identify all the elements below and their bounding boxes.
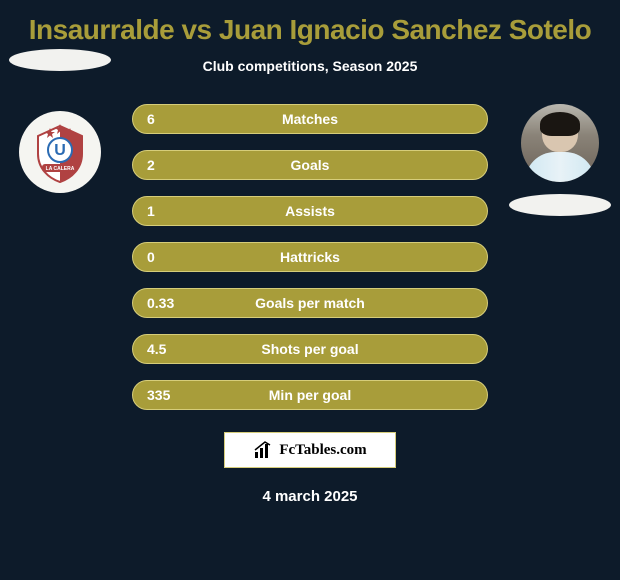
- comparison-date: 4 march 2025: [0, 488, 620, 505]
- player-right-name-ellipse: [509, 194, 611, 216]
- stat-row: 2 Goals: [132, 150, 488, 180]
- page-title: Insaurralde vs Juan Ignacio Sanchez Sote…: [0, 0, 620, 50]
- brand-chart-icon: [253, 440, 273, 460]
- stat-left-value: 1: [147, 203, 197, 219]
- player-right-avatar: [521, 104, 599, 182]
- stat-left-value: 0.33: [147, 295, 197, 311]
- stat-label: Min per goal: [197, 387, 423, 403]
- player-left-name-ellipse: [9, 49, 111, 71]
- player-left-column: U LA CALERA: [0, 104, 120, 193]
- player-right-column: [500, 104, 620, 216]
- stat-row: 335 Min per goal: [132, 380, 488, 410]
- stat-left-value: 6: [147, 111, 197, 127]
- stat-left-value: 4.5: [147, 341, 197, 357]
- club-badge-icon: U LA CALERA: [28, 120, 92, 184]
- stat-label: Hattricks: [197, 249, 423, 265]
- stats-list: 6 Matches 2 Goals 1 Assists 0 Hattricks …: [132, 104, 488, 410]
- stat-row: 1 Assists: [132, 196, 488, 226]
- stat-left-value: 0: [147, 249, 197, 265]
- stat-row: 4.5 Shots per goal: [132, 334, 488, 364]
- stat-row: 0 Hattricks: [132, 242, 488, 272]
- stat-label: Goals per match: [197, 295, 423, 311]
- stat-label: Matches: [197, 111, 423, 127]
- brand-badge: FcTables.com: [224, 432, 396, 468]
- stat-row: 6 Matches: [132, 104, 488, 134]
- brand-text: FcTables.com: [279, 442, 366, 459]
- comparison-panel: U LA CALERA 6 Matches 2 Goals: [0, 104, 620, 410]
- stat-row: 0.33 Goals per match: [132, 288, 488, 318]
- stat-label: Shots per goal: [197, 341, 423, 357]
- stat-left-value: 2: [147, 157, 197, 173]
- stat-label: Goals: [197, 157, 423, 173]
- stat-left-value: 335: [147, 387, 197, 403]
- svg-text:U: U: [54, 142, 66, 159]
- club-badge-left: U LA CALERA: [19, 111, 101, 193]
- svg-text:LA CALERA: LA CALERA: [46, 166, 75, 172]
- stat-label: Assists: [197, 203, 423, 219]
